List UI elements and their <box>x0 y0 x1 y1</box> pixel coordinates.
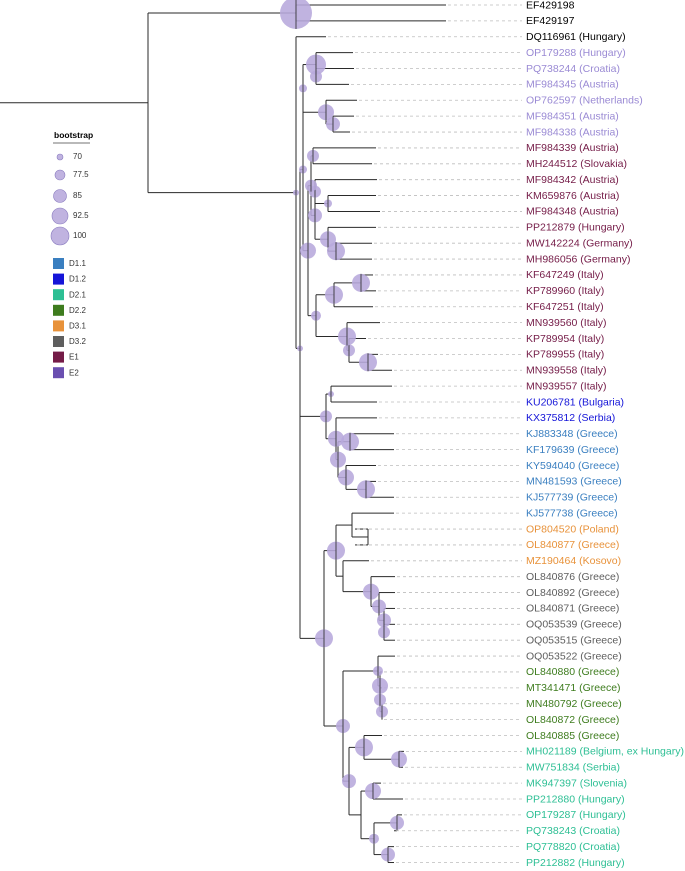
leaf-label-13: MF984348 (Austria) <box>526 206 619 218</box>
leaf-label-12: KM659876 (Austria) <box>526 190 619 202</box>
leaf-label-3: OP179288 (Hungary) <box>526 47 626 59</box>
leaf-label-28: KF179639 (Greece) <box>526 444 619 456</box>
legend-genotype-label-5: D3.2 <box>69 337 86 346</box>
leaf-label-54: PP212882 (Hungary) <box>526 857 625 869</box>
leaf-label-48: MW751834 (Serbia) <box>526 762 620 774</box>
leaf-label-40: OQ053515 (Greece) <box>526 634 622 646</box>
legend-genotype-label-2: D2.1 <box>69 290 86 299</box>
leaf-label-24: MN939557 (Italy) <box>526 380 607 392</box>
leaf-label-20: MN939560 (Italy) <box>526 317 607 329</box>
leaf-label-47: MH021189 (Belgium, ex Hungary) <box>526 746 684 758</box>
leaf-label-37: OL840892 (Greece) <box>526 587 619 599</box>
legend-bootstrap-circle-2 <box>53 189 67 203</box>
leaf-label-44: MN480792 (Greece) <box>526 698 622 710</box>
leaf-label-1: EF429197 <box>526 15 575 27</box>
leaf-label-4: PQ738244 (Croatia) <box>526 63 620 75</box>
legend-swatch-5 <box>53 336 64 347</box>
leaf-label-17: KF647249 (Italy) <box>526 269 604 281</box>
leaf-label-14: PP212879 (Hungary) <box>526 222 625 234</box>
legend-bootstrap-circle-0 <box>56 153 64 161</box>
legend-swatch-2 <box>53 289 64 301</box>
legend-bootstrap-circle-1 <box>54 169 66 181</box>
legend-swatch-1 <box>53 273 64 285</box>
leaf-label-10: MH244512 (Slovakia) <box>526 158 627 170</box>
legend-bootstrap-label-0: 70 <box>73 152 82 161</box>
legend-swatch-7 <box>53 367 64 379</box>
leaf-label-27: KJ883348 (Greece) <box>526 428 618 440</box>
leaf-labels: EF429198 EF429197 DQ116961 (Hungary) OP1792… <box>526 0 684 869</box>
leaf-label-34: OL840877 (Greece) <box>526 539 619 551</box>
leaf-label-51: OP179287 (Hungary) <box>526 809 626 821</box>
legend-bootstrap-label-1: 77.5 <box>73 170 89 179</box>
leaf-label-25: KU206781 (Bulgaria) <box>526 396 624 408</box>
legend-genotype-label-0: D1.1 <box>69 259 86 268</box>
legend-title: bootstrap <box>54 130 93 140</box>
leaf-label-53: PQ778820 (Croatia) <box>526 841 620 853</box>
leaf-label-8: MF984338 (Austria) <box>526 126 619 138</box>
leaf-label-42: OL840880 (Greece) <box>526 666 619 678</box>
leaf-label-35: MZ190464 (Kosovo) <box>526 555 621 567</box>
legend-genotype-label-4: D3.1 <box>69 322 86 331</box>
legend: bootstrap 70 77.5 85 92.5 100 D1.1 D1.2 D2.1 D2… <box>50 130 93 379</box>
leaf-label-22: KP789955 (Italy) <box>526 349 604 361</box>
leaf-label-36: OL840876 (Greece) <box>526 571 619 583</box>
leaf-label-5: MF984345 (Austria) <box>526 79 619 91</box>
legend-swatch-3 <box>53 304 64 316</box>
leaf-label-39: OQ053539 (Greece) <box>526 619 622 631</box>
leaf-label-30: MN481593 (Greece) <box>526 476 622 488</box>
leaf-label-32: KJ577738 (Greece) <box>526 507 618 519</box>
legend-genotype-label-6: E1 <box>69 353 79 362</box>
leaf-label-49: MK947397 (Slovenia) <box>526 777 627 789</box>
leaf-label-46: OL840885 (Greece) <box>526 730 619 742</box>
leaf-label-23: MN939558 (Italy) <box>526 365 607 377</box>
legend-bootstrap-label-4: 100 <box>73 231 87 240</box>
leaf-label-50: PP212880 (Hungary) <box>526 793 625 805</box>
legend-genotype-label-1: D1.2 <box>69 275 86 284</box>
leaf-label-6: OP762597 (Netherlands) <box>526 95 643 107</box>
leaf-label-33: OP804520 (Poland) <box>526 523 619 535</box>
leaf-label-15: MW142224 (Germany) <box>526 237 633 249</box>
leaf-label-43: MT341471 (Greece) <box>526 682 621 694</box>
legend-bootstrap-label-2: 85 <box>73 191 82 200</box>
leaf-label-18: KP789960 (Italy) <box>526 285 604 297</box>
legend-bootstrap-scale: 70 77.5 85 92.5 100 <box>50 152 89 246</box>
leaf-label-9: MF984339 (Austria) <box>526 142 619 154</box>
legend-swatch-4 <box>53 320 64 332</box>
leaf-label-21: KP789954 (Italy) <box>526 333 604 345</box>
leaf-label-29: KY594040 (Greece) <box>526 460 619 472</box>
leaf-label-0: EF429198 <box>526 0 575 11</box>
leaf-label-45: OL840872 (Greece) <box>526 714 619 726</box>
leaf-label-38: OL840871 (Greece) <box>526 603 619 615</box>
legend-genotypes: D1.1 D1.2 D2.1 D2.2 D3.1 D3.2 E1 E2 <box>53 258 86 379</box>
leaf-label-19: KF647251 (Italy) <box>526 301 604 313</box>
leaf-label-11: MF984342 (Austria) <box>526 174 619 186</box>
legend-genotype-label-7: E2 <box>69 368 79 377</box>
leaf-label-26: KX375812 (Serbia) <box>526 412 615 424</box>
leaf-label-7: MF984351 (Austria) <box>526 110 619 122</box>
leaf-label-31: KJ577739 (Greece) <box>526 492 618 504</box>
legend-swatch-6 <box>53 351 64 363</box>
leaf-label-2: DQ116961 (Hungary) <box>526 31 626 43</box>
leaf-label-16: MH986056 (Germany) <box>526 253 630 265</box>
legend-bootstrap-circle-4 <box>50 226 70 246</box>
leaf-guide-lines <box>328 4 522 863</box>
legend-bootstrap-label-3: 92.5 <box>73 211 89 220</box>
legend-bootstrap-circle-3 <box>51 207 69 225</box>
legend-swatch-0 <box>53 258 64 269</box>
legend-genotype-label-3: D2.2 <box>69 306 86 315</box>
bootstrap-nodes <box>280 0 407 862</box>
leaf-label-41: OQ053522 (Greece) <box>526 650 622 662</box>
leaf-label-52: PQ738243 (Croatia) <box>526 825 620 837</box>
